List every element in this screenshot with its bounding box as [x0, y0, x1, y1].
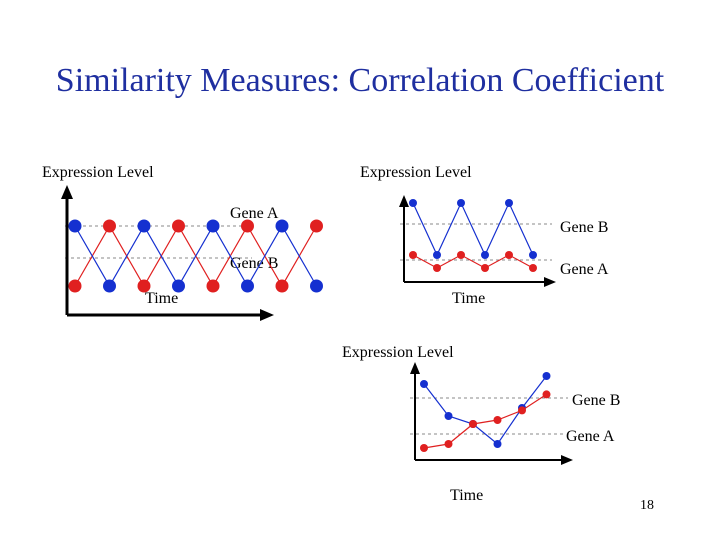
- chart-3: Expression Level Time Gene B Gene A: [342, 344, 620, 504]
- chart-1-gene-b-series: [68, 219, 323, 293]
- slide-title: Similarity Measures: Correlation Coeffic…: [55, 62, 665, 99]
- chart-2-gene-a-point-6: [529, 264, 537, 272]
- chart-3-y-axis-label: Expression Level: [342, 344, 454, 361]
- chart-1-y-axis-label: Expression Level: [42, 164, 154, 181]
- chart-1-x-axis-label: Time: [145, 290, 178, 307]
- chart-2: Expression Level Time Gene B Gene A: [360, 164, 609, 307]
- chart-3-gene-a-point-6: [542, 390, 551, 399]
- chart-2-x-axis-arrow: [544, 277, 556, 287]
- chart-1-gene-b-point-8: [310, 279, 323, 293]
- chart-1-gene-a-point-7: [275, 279, 289, 293]
- chart-1-legend-gene-b: Gene B: [230, 255, 278, 272]
- chart-1-gene-a-point-3: [137, 279, 151, 293]
- chart-3-gene-b-point-1: [420, 380, 428, 388]
- chart-2-gene-b-line: [412, 201, 534, 257]
- chart-1-gene-a-point-1: [68, 279, 82, 293]
- chart-2-gene-b-point-2: [433, 251, 441, 259]
- chart-3-x-axis-arrow: [561, 455, 573, 465]
- chart-3-gene-b-line: [423, 375, 547, 445]
- chart-1-gene-b-line: [74, 224, 318, 288]
- chart-1-gene-b-point-6: [241, 279, 254, 293]
- chart-2-gene-b-series: [409, 199, 537, 259]
- chart-3-gene-b-point-6: [542, 372, 551, 380]
- chart-2-gene-a-point-3: [457, 251, 465, 259]
- chart-2-gene-a-point-2: [433, 264, 441, 272]
- chart-3-legend-gene-a: Gene A: [566, 428, 615, 445]
- chart-2-gene-a-point-1: [409, 251, 417, 259]
- chart-3-gene-a-point-1: [420, 444, 428, 452]
- chart-2-y-axis-arrow: [399, 195, 409, 207]
- chart-2-legend-gene-a: Gene A: [560, 261, 609, 278]
- chart-1-gene-a-point-2: [103, 219, 116, 233]
- chart-1-y-axis-arrow: [61, 185, 73, 199]
- chart-1-gene-b-point-7: [275, 219, 289, 233]
- chart-3-legend-gene-b: Gene B: [572, 392, 620, 409]
- chart-1-gene-b-point-5: [206, 219, 220, 233]
- chart-3-gene-a-point-2: [444, 440, 453, 448]
- chart-2-legend-gene-b: Gene B: [560, 219, 608, 236]
- chart-1-gene-a-point-6: [241, 219, 254, 233]
- chart-2-gene-b-point-6: [529, 251, 537, 259]
- chart-3-gene-b-point-4: [493, 440, 502, 448]
- chart-3-gene-b-point-2: [444, 412, 453, 420]
- chart-2-gene-a-point-5: [505, 251, 513, 259]
- chart-3-gene-a-series: [420, 390, 551, 452]
- chart-2-gene-a-line: [412, 254, 534, 269]
- chart-1-gene-b-point-3: [137, 219, 151, 233]
- chart-3-gene-a-line: [423, 393, 547, 449]
- chart-3-gene-a-point-4: [493, 416, 502, 424]
- chart-2-gene-a-point-4: [481, 264, 489, 272]
- chart-1-gene-a-point-4: [172, 219, 185, 233]
- chart-1-x-axis-arrow: [260, 309, 274, 321]
- chart-2-gene-b-point-1: [409, 199, 417, 207]
- chart-2-gene-a-series: [409, 251, 537, 272]
- chart-2-gene-b-point-3: [457, 199, 465, 207]
- chart-1-gene-b-point-2: [103, 279, 116, 293]
- chart-3-gene-a-point-5: [518, 406, 526, 415]
- slide-number: 18: [640, 498, 654, 513]
- chart-3-y-axis-arrow: [410, 362, 420, 374]
- chart-1-gene-a-point-5: [206, 279, 220, 293]
- chart-1-gene-b-point-4: [172, 279, 185, 293]
- chart-3-gene-b-series: [420, 372, 551, 448]
- chart-2-y-axis-label: Expression Level: [360, 164, 472, 181]
- chart-2-x-axis-label: Time: [452, 290, 485, 307]
- chart-2-gene-b-point-5: [505, 199, 513, 207]
- chart-1-gene-a-point-8: [310, 219, 323, 233]
- chart-1-gene-b-point-1: [68, 219, 82, 233]
- chart-3-x-axis-label: Time: [450, 487, 483, 504]
- chart-1: Expression Level Time Gene A Gene B: [42, 164, 323, 321]
- chart-1-legend-gene-a: Gene A: [230, 205, 279, 222]
- chart-3-gene-a-point-3: [469, 420, 477, 428]
- chart-2-gene-b-point-4: [481, 251, 489, 259]
